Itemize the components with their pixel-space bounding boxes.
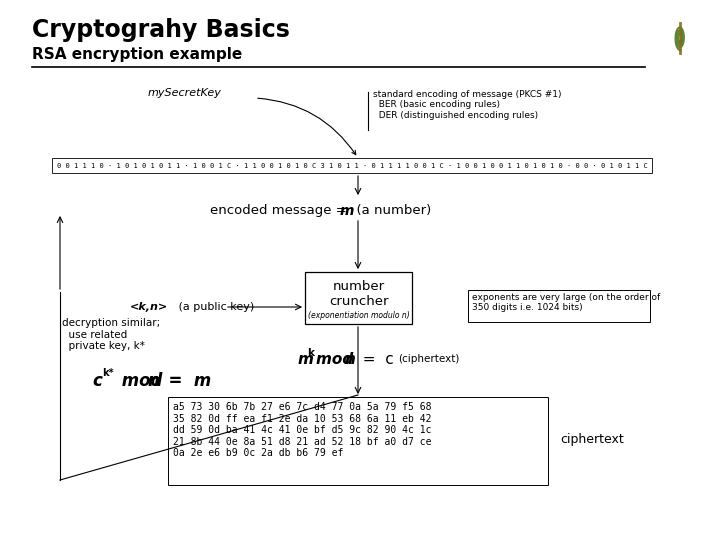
Text: a5 73 30 6b 7b 27 e6 7c d4 77 0a 5a 79 f5 68
35 82 0d ff ea f1 2e da 10 53 68 6a: a5 73 30 6b 7b 27 e6 7c d4 77 0a 5a 79 f… — [173, 402, 431, 458]
Text: 0 0 1 1 1 0 · 1 0 1 0 1 0 1 1 · 1 0 0 1 C · 1 1 0 0 1 0 1 0 C 3 1 0 1 1 · 0 1 1 : 0 0 1 1 1 0 · 1 0 1 0 1 0 1 1 · 1 0 0 1 … — [57, 163, 648, 168]
Text: mod: mod — [316, 352, 359, 367]
Text: m: m — [298, 352, 314, 367]
FancyBboxPatch shape — [52, 158, 652, 173]
Text: =  c: = c — [353, 352, 394, 367]
Text: c: c — [92, 372, 102, 390]
Text: ciphertext: ciphertext — [560, 433, 624, 446]
Text: m: m — [340, 204, 354, 218]
Text: n: n — [345, 352, 356, 367]
Text: k*: k* — [102, 368, 114, 378]
Text: RSA encryption example: RSA encryption example — [32, 47, 242, 62]
Text: standard encoding of message (PKCS #1)
  BER (basic encoding rules)
  DER (disti: standard encoding of message (PKCS #1) B… — [373, 90, 562, 120]
Text: decryption similar;
  use related
  private key, k*: decryption similar; use related private … — [62, 318, 161, 351]
Text: k: k — [307, 348, 314, 358]
FancyBboxPatch shape — [305, 272, 412, 324]
FancyBboxPatch shape — [468, 290, 650, 322]
Text: number
cruncher: number cruncher — [329, 280, 388, 308]
Text: (a public key): (a public key) — [175, 302, 254, 312]
Text: =  m: = m — [157, 372, 211, 390]
Text: (a number): (a number) — [348, 204, 431, 217]
Text: Cryptograhy Basics: Cryptograhy Basics — [32, 18, 290, 42]
FancyArrowPatch shape — [258, 98, 356, 154]
Text: (exponentiation modulo n): (exponentiation modulo n) — [307, 311, 410, 320]
Text: (ciphertext): (ciphertext) — [398, 354, 459, 364]
Text: mod: mod — [116, 372, 168, 390]
Text: exponents are very large (on the order of
350 digits i.e. 1024 bits): exponents are very large (on the order o… — [472, 293, 660, 313]
Text: mySecretKey: mySecretKey — [148, 88, 222, 98]
Text: encoded message =: encoded message = — [210, 204, 351, 217]
Text: <k,n>: <k,n> — [130, 302, 168, 312]
Text: n: n — [147, 372, 159, 390]
FancyBboxPatch shape — [168, 397, 548, 485]
